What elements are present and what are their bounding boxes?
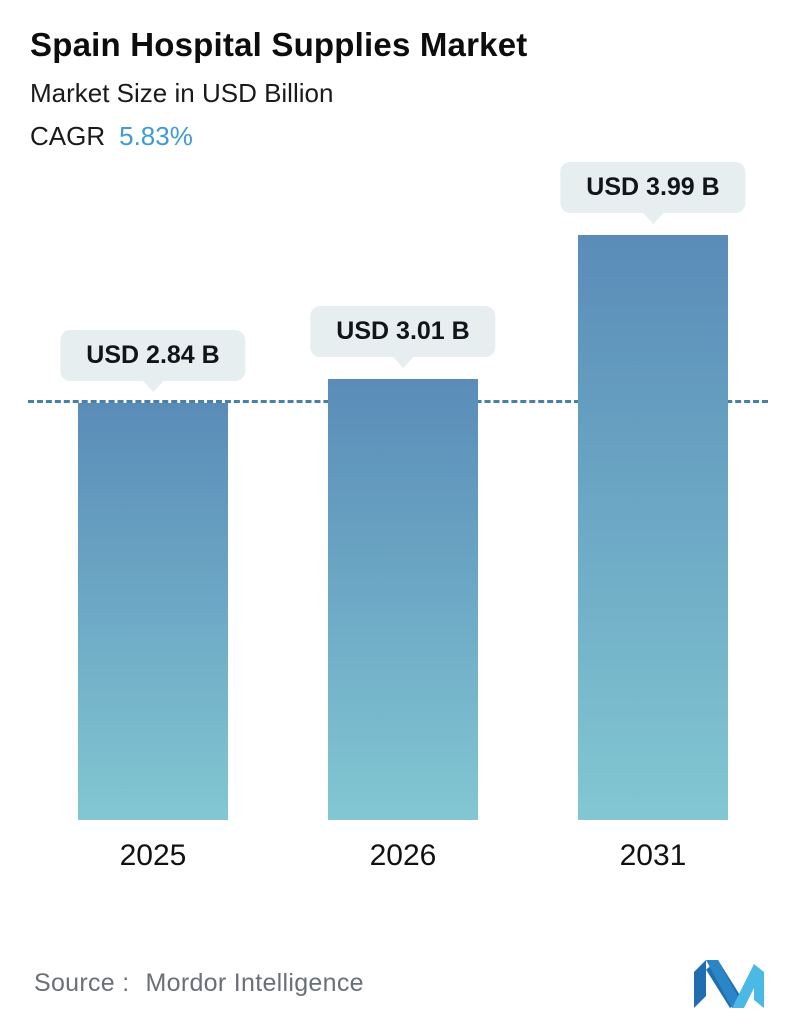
bar-2031 bbox=[578, 235, 728, 820]
cagr-row: CAGR 5.83% bbox=[30, 121, 766, 152]
value-badge-2031: USD 3.99 B bbox=[560, 162, 746, 224]
value-label: USD 3.99 B bbox=[586, 173, 720, 201]
x-axis-label-2026: 2026 bbox=[369, 839, 437, 872]
bar-group-2025: USD 2.84 B 2025 bbox=[60, 160, 246, 892]
cagr-label: CAGR bbox=[30, 121, 106, 151]
x-axis-label-2031: 2031 bbox=[619, 839, 687, 872]
value-badge-2025: USD 2.84 B bbox=[60, 330, 246, 392]
badge-pointer-icon bbox=[641, 212, 664, 224]
source-value: Mordor Intelligence bbox=[145, 968, 364, 997]
page-title: Spain Hospital Supplies Market bbox=[30, 26, 528, 63]
bar-2025 bbox=[78, 403, 228, 820]
bar-group-2026: USD 3.01 B 2026 bbox=[310, 160, 496, 892]
plot-area: USD 2.84 B 2025 USD 3.01 B 2026 USD 3.99… bbox=[28, 160, 768, 892]
value-badge-2026: USD 3.01 B bbox=[310, 306, 496, 368]
badge-pointer-icon bbox=[391, 356, 414, 368]
source-label: Source : bbox=[34, 968, 130, 997]
bar-chart: USD 2.84 B 2025 USD 3.01 B 2026 USD 3.99… bbox=[0, 160, 796, 892]
value-label: USD 3.01 B bbox=[336, 317, 470, 345]
x-axis-label-2025: 2025 bbox=[119, 839, 187, 872]
chart-subtitle: Market Size in USD Billion bbox=[30, 78, 334, 108]
value-label: USD 2.84 B bbox=[86, 341, 220, 369]
cagr-value: 5.83% bbox=[119, 121, 193, 151]
bar-group-2031: USD 3.99 B 2031 bbox=[560, 160, 746, 892]
chart-footer: Source : Mordor Intelligence bbox=[0, 948, 796, 1034]
badge-pointer-icon bbox=[141, 380, 164, 392]
mordor-intelligence-logo bbox=[694, 960, 764, 1008]
bar-2026 bbox=[328, 379, 478, 820]
source-attribution: Source : Mordor Intelligence bbox=[34, 969, 364, 998]
chart-header: Spain Hospital Supplies Market Market Si… bbox=[0, 0, 796, 152]
